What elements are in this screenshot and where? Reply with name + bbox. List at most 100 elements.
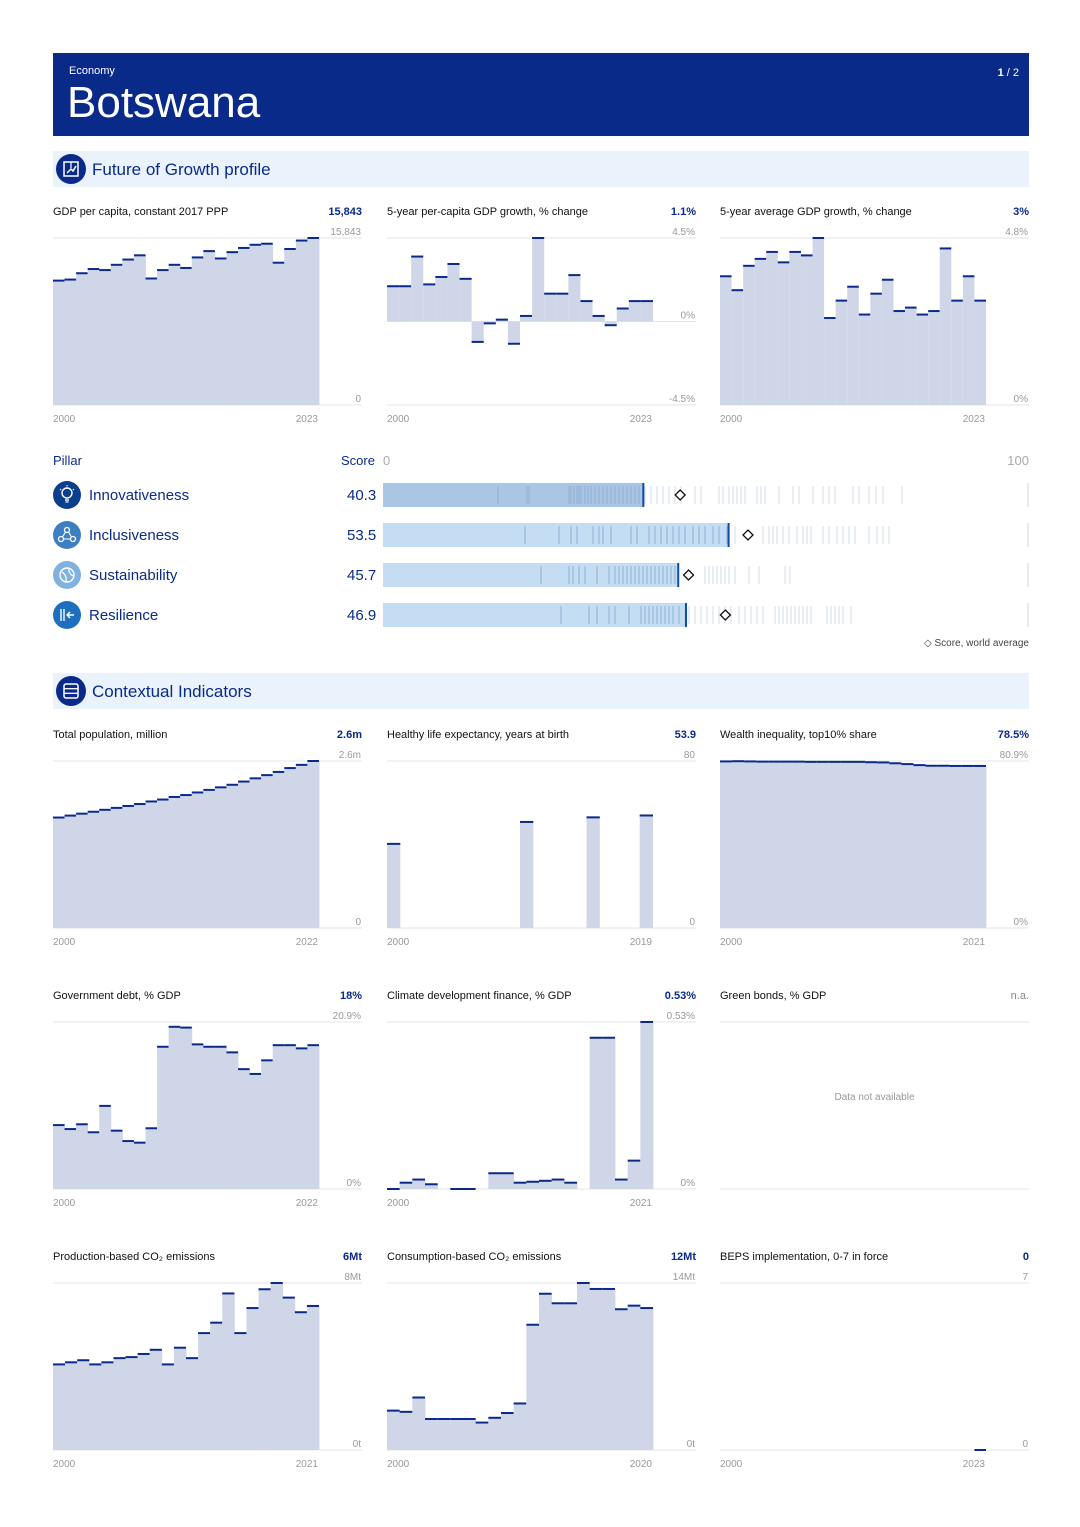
data-bar [76, 813, 89, 928]
chart-consumption-co2: Consumption-based CO₂ emissions 12Mt 14M… [387, 1251, 696, 1476]
page-title: Botswana [67, 78, 261, 127]
data-bar [110, 807, 123, 928]
data-bar [191, 792, 204, 928]
data-bar [928, 311, 940, 405]
data-bar [272, 1045, 285, 1189]
data-bar [447, 263, 460, 322]
data-bar [937, 765, 951, 928]
data-bar [110, 1130, 123, 1189]
pillar-score-track [383, 523, 1029, 547]
data-bar [87, 811, 100, 928]
pillar-row-inclusiveness: Inclusiveness 53.5 [53, 520, 1029, 550]
data-bar [133, 804, 146, 928]
data-bar [222, 1293, 235, 1450]
pillar-row-resilience: Resilience 46.9 [53, 600, 1029, 630]
chart-plot: 0.53% 0% 2000 2021 [387, 1011, 696, 1209]
data-bar [307, 1045, 320, 1189]
data-bar [602, 1037, 616, 1189]
x-axis-end-label: 2023 [963, 414, 986, 425]
data-bar [526, 1324, 540, 1450]
chart-plot: 80.9% 0% 2000 2021 [720, 750, 1029, 948]
data-bar [101, 1362, 114, 1450]
data-bar [564, 1182, 578, 1189]
data-bar [865, 762, 878, 928]
data-bar [282, 1297, 296, 1450]
header-eyebrow: Economy [69, 65, 115, 77]
data-bar [53, 280, 65, 405]
data-bar [732, 761, 745, 928]
data-bar [580, 301, 593, 322]
data-bar [387, 286, 400, 322]
y-axis-max-label: 4.5% [672, 227, 695, 238]
world-average-marker [674, 489, 687, 501]
data-bar [145, 1128, 158, 1189]
data-bar [744, 761, 757, 928]
data-bar [450, 1418, 464, 1450]
data-bar [720, 761, 733, 928]
data-bar [840, 761, 854, 928]
data-bar [110, 264, 123, 405]
data-bar [173, 1347, 187, 1450]
data-bar [913, 765, 926, 928]
data-bar [203, 789, 216, 928]
data-bar [789, 251, 801, 405]
chart-title: Healthy life expectancy, years at birth [387, 729, 569, 741]
data-bar [387, 1410, 401, 1450]
data-bar [627, 1305, 641, 1450]
data-bar [203, 251, 216, 405]
data-bar [249, 244, 262, 405]
data-bar [916, 314, 929, 405]
data-bar [901, 764, 914, 928]
data-bar [961, 765, 975, 928]
chart-latest-value: 12Mt [670, 1251, 696, 1263]
data-bar [804, 761, 818, 928]
chart-latest-value: 15,843 [328, 206, 362, 218]
data-bar [399, 1411, 413, 1450]
y-axis-max-label: 80.9% [1000, 750, 1028, 761]
data-bar [520, 821, 534, 928]
y-axis-min-label: 0t [353, 1439, 362, 1450]
chart-plot [720, 1021, 1029, 1190]
y-axis-max-label: 7 [1022, 1272, 1028, 1283]
data-bar [437, 1418, 451, 1450]
x-axis-end-label: 2023 [296, 414, 319, 425]
data-bar [893, 311, 906, 405]
x-axis-end-label: 2023 [963, 1459, 986, 1470]
chart-plot: 20.9% 0% 2000 2022 [53, 1011, 362, 1209]
data-bar [589, 1288, 603, 1450]
chart-latest-value: n.a. [1010, 990, 1029, 1002]
data-bar [64, 279, 77, 405]
y-axis-min-label: 0 [689, 917, 695, 928]
data-bar [589, 1037, 603, 1189]
page-indicator: 1 / 2 [998, 67, 1019, 79]
data-bar [399, 1182, 413, 1189]
data-bar [249, 778, 262, 928]
data-bar [272, 771, 285, 928]
data-bar [564, 1303, 578, 1450]
pillar-score-bar [383, 603, 686, 627]
score-column-header: Score [341, 453, 375, 468]
y-axis-min-label: 0t [687, 1439, 696, 1450]
data-bar [99, 1105, 112, 1189]
data-bar [133, 255, 146, 405]
data-bar [191, 257, 204, 405]
y-axis-max-label: 15,843 [330, 227, 361, 238]
data-bar [261, 775, 274, 928]
x-axis-start-label: 2000 [53, 1459, 76, 1470]
x-axis-start-label: 2000 [387, 937, 410, 948]
data-bar [284, 248, 297, 405]
chart-latest-value: 3% [1013, 206, 1029, 218]
growth-chart-icon [56, 154, 86, 184]
chart-plot: 14Mt 0t 2000 2020 [387, 1272, 696, 1470]
y-axis-max-label: 0.53% [667, 1011, 695, 1022]
pillar-scores: Pillar Score 0 100 Innovativeness 40.3 I… [53, 452, 1029, 652]
pillar-row-innovativeness: Innovativeness 40.3 [53, 480, 1029, 510]
chart-latest-value: 53.9 [674, 729, 696, 741]
chart-per-capita-growth: 5-year per-capita GDP growth, % change 1… [387, 206, 696, 431]
world-average-marker [719, 609, 732, 621]
x-axis-start-label: 2000 [53, 1198, 76, 1209]
data-bar [122, 1141, 135, 1189]
data-bar [226, 784, 239, 928]
data-bar [780, 761, 793, 928]
data-bar [145, 278, 158, 405]
